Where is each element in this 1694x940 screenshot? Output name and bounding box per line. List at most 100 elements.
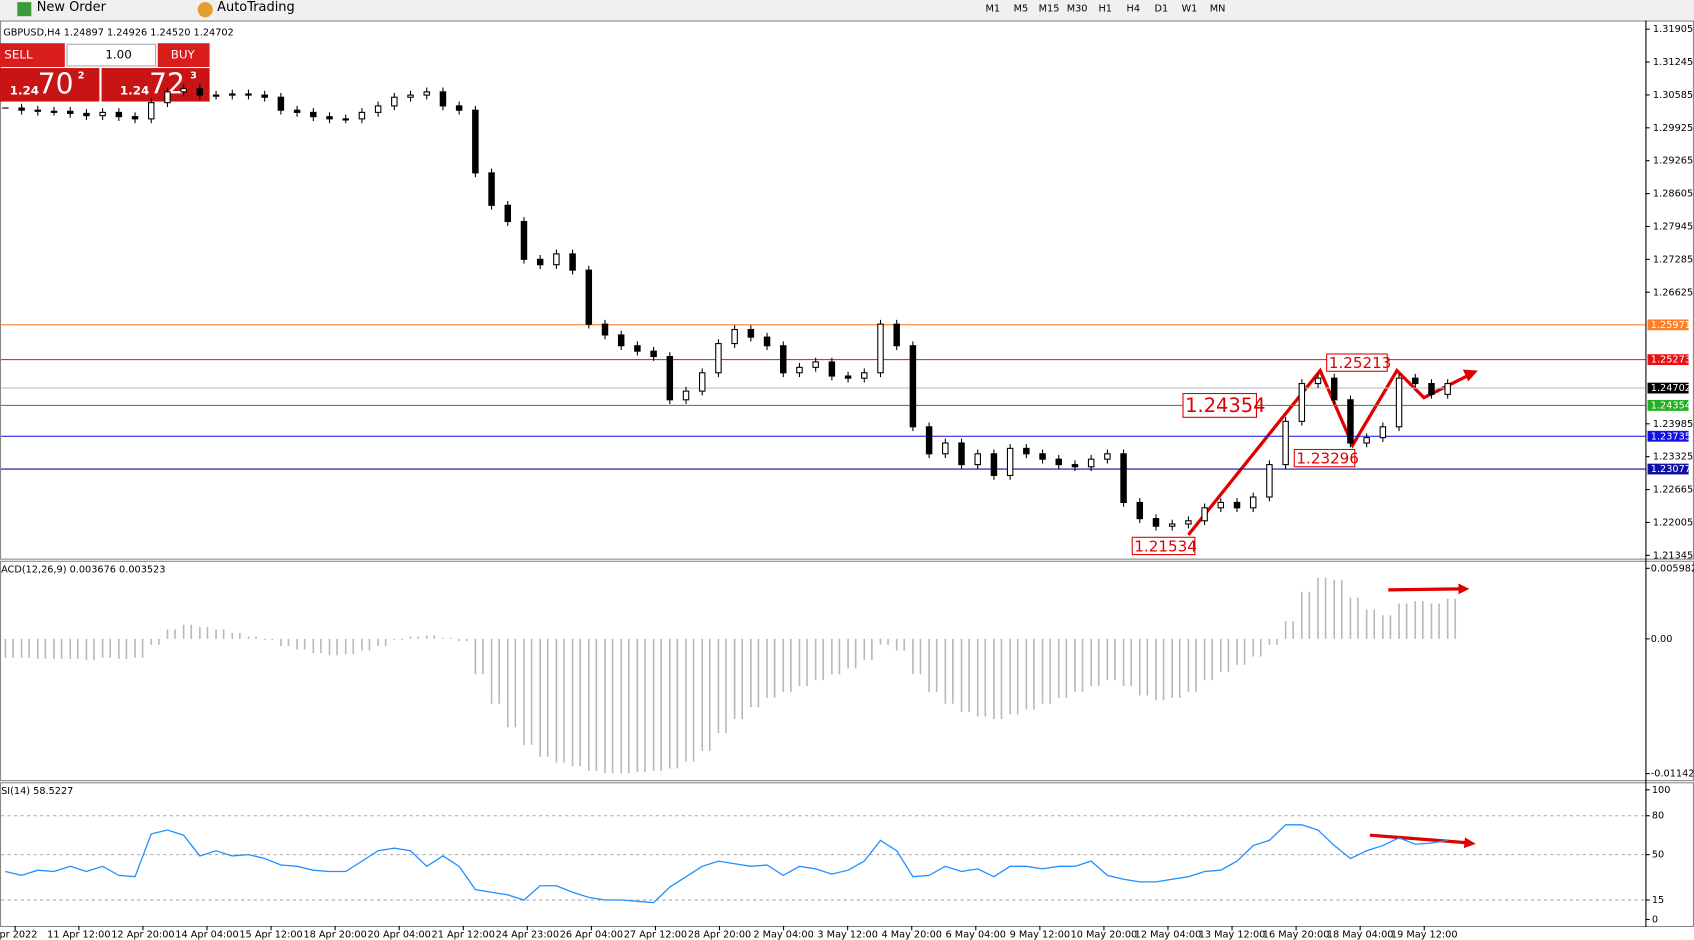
candle <box>99 111 106 117</box>
macd-panel <box>0 560 1694 782</box>
price-annotation: 1.21534 <box>1134 538 1196 556</box>
level-label-box <box>1647 463 1689 475</box>
candle <box>1087 458 1095 468</box>
candle <box>245 93 252 96</box>
candle <box>520 220 528 260</box>
candle <box>990 453 998 476</box>
candle <box>148 102 155 120</box>
candle <box>1331 377 1338 401</box>
price-annotation-box <box>1182 392 1257 418</box>
candle <box>1395 377 1403 428</box>
candle <box>958 442 965 466</box>
candle <box>1379 426 1387 439</box>
timeframe-button[interactable]: M5 <box>1014 4 1029 15</box>
y-tick-label: 100 <box>1652 785 1671 796</box>
autotrading-button[interactable]: AutoTrading <box>217 0 295 15</box>
timeframe-button[interactable]: H4 <box>1127 4 1140 15</box>
sell-button[interactable] <box>0 43 65 67</box>
candle <box>780 345 787 374</box>
candle <box>212 94 220 97</box>
timeframe-button[interactable]: M15 <box>1039 4 1060 15</box>
lots-value[interactable]: 1.00 <box>105 48 131 62</box>
new-order-button[interactable]: New Order <box>37 0 107 15</box>
toolbar <box>0 0 1694 21</box>
candle <box>115 111 123 118</box>
candle <box>1152 518 1160 527</box>
candle <box>553 253 560 266</box>
buy-button[interactable] <box>157 43 210 67</box>
candle <box>439 91 447 107</box>
current-price-label: 1.24702 <box>1651 383 1691 394</box>
candle <box>1412 377 1419 385</box>
candle <box>407 94 414 98</box>
price-annotation-box <box>1326 353 1388 372</box>
candle <box>812 361 819 368</box>
sell-price-box[interactable] <box>0 68 100 102</box>
y-tick-label: 1.26625 <box>1653 287 1693 298</box>
candle <box>310 111 317 118</box>
candle <box>1023 447 1030 455</box>
candle <box>1071 464 1079 468</box>
candle <box>83 112 90 117</box>
y-tick-label: 0.00 <box>1651 634 1673 645</box>
candle <box>1249 496 1257 509</box>
level-label: 1.24354 <box>1651 400 1691 411</box>
candle <box>844 375 852 379</box>
x-tick-label: 20 Apr 04:00 <box>368 930 431 940</box>
candle <box>1168 523 1176 527</box>
candle <box>893 323 900 347</box>
autotrading-icon[interactable] <box>197 2 213 18</box>
timeframe-button[interactable]: H1 <box>1098 4 1111 15</box>
sell-label[interactable]: SELL <box>4 48 33 62</box>
candle <box>1428 383 1435 395</box>
candle <box>942 442 949 455</box>
price-annotation: 1.24354 <box>1185 394 1265 417</box>
y-tick-label: 1.30585 <box>1653 90 1693 101</box>
candle <box>731 328 738 345</box>
level-label-box <box>1647 354 1689 366</box>
candle <box>698 372 706 392</box>
x-tick-label: 26 Apr 04:00 <box>560 930 623 940</box>
candle <box>634 345 641 352</box>
candle <box>326 116 333 120</box>
timeframe-button[interactable]: M1 <box>986 4 1001 15</box>
price-annotation: 1.23296 <box>1296 450 1358 468</box>
x-tick-label: 14 Apr 04:00 <box>175 930 238 940</box>
y-tick-label: 1.28605 <box>1653 189 1693 200</box>
price-annotation: 1.25213 <box>1329 354 1391 372</box>
x-tick-label: 12 Apr 20:00 <box>111 930 174 940</box>
candle <box>504 204 512 223</box>
new-order-icon[interactable] <box>17 2 32 17</box>
buy-label[interactable]: BUY <box>171 48 196 62</box>
candle <box>342 118 349 121</box>
buy-price-box[interactable] <box>101 68 210 102</box>
x-tick-label: 27 Apr 12:00 <box>624 930 687 940</box>
timeframe-button[interactable]: W1 <box>1182 4 1198 15</box>
candle <box>358 111 366 120</box>
y-tick-label: 1.27945 <box>1653 221 1693 232</box>
y-tick-label: 1.29265 <box>1653 156 1693 167</box>
lots-input[interactable] <box>66 43 157 67</box>
x-tick-label: 4 May 20:00 <box>881 930 941 940</box>
sell-price-big: 1.24 <box>10 83 39 97</box>
candle <box>1120 453 1127 503</box>
x-tick-label: 18 May 04:00 <box>1327 930 1394 940</box>
candle <box>763 336 771 347</box>
x-tick-label: 28 Apr 20:00 <box>688 930 751 940</box>
timeframe-button[interactable]: M30 <box>1067 4 1088 15</box>
y-tick-label: 80 <box>1652 811 1664 822</box>
x-tick-label: 18 Apr 20:00 <box>303 930 366 940</box>
candle <box>1201 507 1208 522</box>
x-tick-label: 19 May 12:00 <box>1391 930 1458 940</box>
candle <box>877 323 884 374</box>
candle <box>536 258 544 266</box>
candle <box>1104 453 1111 460</box>
candle <box>1314 377 1322 385</box>
timeframe-button[interactable]: D1 <box>1155 4 1169 15</box>
y-tick-label: 1.31245 <box>1653 57 1693 68</box>
buy-price-point: 3 <box>190 71 197 82</box>
candle <box>909 345 917 428</box>
timeframe-button[interactable]: MN <box>1210 4 1226 15</box>
y-tick-label: 1.23325 <box>1653 452 1693 463</box>
x-tick-label: 11 Apr 12:00 <box>47 930 110 940</box>
